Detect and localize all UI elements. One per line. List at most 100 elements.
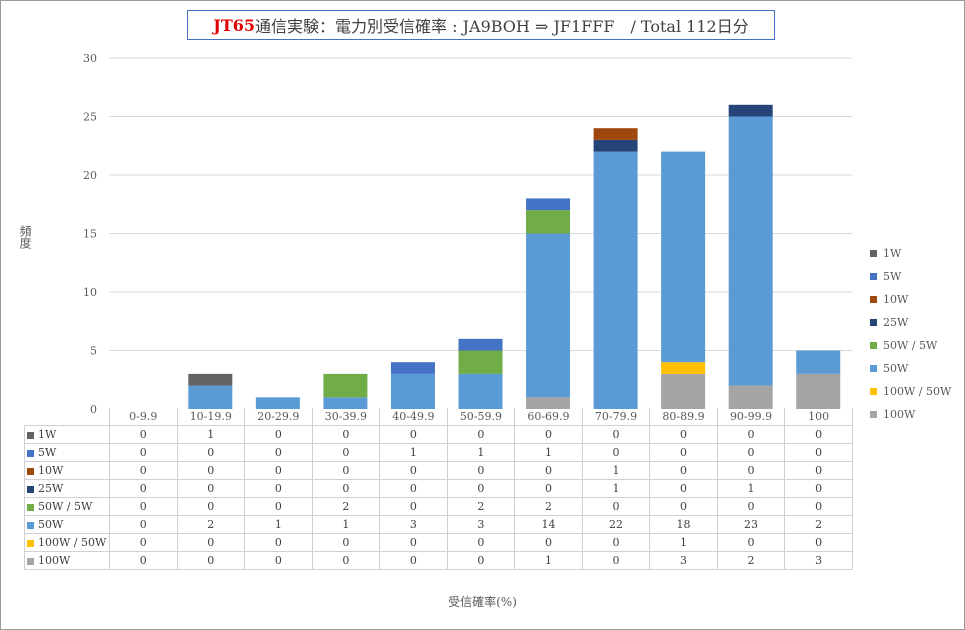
bar-segment xyxy=(390,373,435,409)
legend-item: 50W xyxy=(870,360,908,376)
data-label: 1 xyxy=(446,443,516,462)
bar-segment xyxy=(593,139,638,152)
legend-label: 10W xyxy=(883,292,909,306)
data-label: 18 xyxy=(649,515,718,534)
data-label: 0 xyxy=(244,497,313,516)
bar-segment xyxy=(526,198,571,211)
data-label: 0 xyxy=(716,443,786,462)
legend-swatch xyxy=(870,318,877,326)
x-tick-label: 80-89.9 xyxy=(649,408,718,426)
x-tick-label: 100 xyxy=(784,408,853,426)
data-label: 0 xyxy=(311,461,381,480)
bar-segment xyxy=(323,373,368,398)
legend-label: 100W / 50W xyxy=(883,384,952,398)
x-tick-label: 50-59.9 xyxy=(446,408,516,426)
data-label: 0 xyxy=(109,479,178,498)
data-label: 0 xyxy=(244,533,313,552)
table-corner xyxy=(24,408,110,426)
legend-label: 25W xyxy=(883,315,909,329)
x-tick-label: 30-39.9 xyxy=(311,408,381,426)
data-label: 0 xyxy=(311,533,381,552)
data-label: 1 xyxy=(649,533,718,552)
bar-segment xyxy=(390,362,435,374)
data-label: 0 xyxy=(716,533,786,552)
data-label: 0 xyxy=(649,461,718,480)
data-label: 0 xyxy=(244,551,313,570)
bar-segment xyxy=(323,397,368,409)
data-label: 2 xyxy=(784,515,853,534)
y-tick-label: 5 xyxy=(90,345,97,358)
data-label: 0 xyxy=(109,425,178,444)
bar-segment xyxy=(593,128,638,140)
chart-title: JT65 通信実験：電力別受信確率 : JA9BOH ⇒ JF1FFF / Tot… xyxy=(187,10,775,40)
table-row-swatch xyxy=(27,521,34,529)
y-tick-label: 25 xyxy=(83,111,97,124)
table-row: 100W 0 0 0 0 0 0 1 0 3 2 3 xyxy=(24,551,853,570)
data-label: 0 xyxy=(379,533,448,552)
data-label: 0 xyxy=(649,443,718,462)
bar-segment xyxy=(188,373,233,386)
data-label: 0 xyxy=(244,479,313,498)
data-label: 0 xyxy=(649,497,718,516)
table-row-label: 1W xyxy=(24,425,110,444)
data-label: 0 xyxy=(176,497,246,516)
table-row-label: 100W / 50W xyxy=(24,533,110,552)
data-label: 0 xyxy=(446,461,516,480)
table-row-swatch xyxy=(27,485,34,493)
legend-label: 50W / 5W xyxy=(883,338,938,352)
data-label: 23 xyxy=(716,515,786,534)
table-row: 50W / 5W 0 0 0 2 0 2 2 0 0 0 0 xyxy=(24,497,853,516)
data-table: 0-9.9 10-19.9 20-29.9 30-39.9 40-49.9 50-59.9… xyxy=(24,408,853,570)
table-row-label: 50W / 5W xyxy=(24,497,110,516)
y-tick-label: 10 xyxy=(83,286,97,299)
data-label: 0 xyxy=(446,533,516,552)
legend-item: 1W xyxy=(870,245,901,261)
legend-label: 50W xyxy=(883,361,909,375)
table-row-swatch xyxy=(27,431,34,439)
bar-segment xyxy=(526,210,571,234)
bar-segment xyxy=(188,385,233,409)
data-label: 0 xyxy=(446,551,516,570)
data-label: 0 xyxy=(581,551,651,570)
bar-segment xyxy=(526,233,571,398)
y-axis-title: 頻度 xyxy=(18,225,32,249)
table-row: 10W 0 0 0 0 0 0 0 1 0 0 0 xyxy=(24,461,853,480)
data-label: 0 xyxy=(109,533,178,552)
chart-title-text: 通信実験：電力別受信確率 : JA9BOH ⇒ JF1FFF / Total 1… xyxy=(255,17,749,36)
x-tick-label: 90-99.9 xyxy=(716,408,786,426)
legend-swatch xyxy=(870,295,877,303)
table-row-label: 5W xyxy=(24,443,110,462)
data-label: 0 xyxy=(784,461,853,480)
legend-swatch xyxy=(870,364,877,372)
data-label: 0 xyxy=(311,551,381,570)
data-label: 0 xyxy=(716,461,786,480)
data-label: 0 xyxy=(176,533,246,552)
data-label: 0 xyxy=(379,461,448,480)
data-label: 0 xyxy=(379,497,448,516)
x-tick-label: 0-9.9 xyxy=(109,408,178,426)
y-tick-label: 30 xyxy=(83,52,97,65)
data-label: 1 xyxy=(716,479,786,498)
data-label: 0 xyxy=(716,425,786,444)
data-label: 0 xyxy=(581,497,651,516)
data-label: 0 xyxy=(514,479,583,498)
data-label: 14 xyxy=(514,515,583,534)
data-label: 0 xyxy=(176,479,246,498)
legend-item: 100W / 50W xyxy=(870,383,951,399)
table-row: 1W 0 1 0 0 0 0 0 0 0 0 0 xyxy=(24,425,853,444)
data-label: 0 xyxy=(311,443,381,462)
bar-segment xyxy=(526,397,571,409)
data-label: 0 xyxy=(109,461,178,480)
data-label: 0 xyxy=(581,443,651,462)
data-label: 0 xyxy=(244,425,313,444)
table-row: 50W 0 2 1 1 3 3 14 22 18 23 2 xyxy=(24,515,853,534)
data-label: 1 xyxy=(311,515,381,534)
table-row-label: 10W xyxy=(24,461,110,480)
data-label: 0 xyxy=(379,479,448,498)
bar-segment xyxy=(661,362,706,374)
data-label: 0 xyxy=(379,551,448,570)
data-label: 0 xyxy=(176,551,246,570)
data-label: 1 xyxy=(514,443,583,462)
data-label: 2 xyxy=(311,497,381,516)
